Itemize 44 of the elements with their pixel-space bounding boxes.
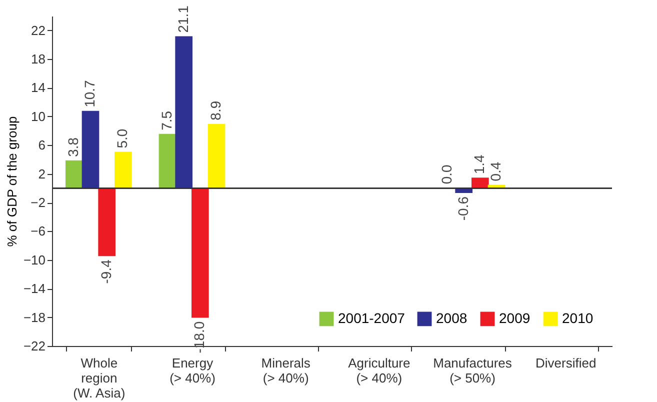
data-label: -18.0 [191,321,208,354]
x-tick-label: Minerals (> 40%) [261,356,311,386]
data-label: 10.7 [82,80,98,108]
y-tick-label: 6 [38,138,46,153]
legend-label: 2008 [436,310,468,326]
x-tick-label: Agriculture (> 40%) [348,356,410,386]
y-tick-label: −14 [23,281,46,296]
y-tick-label: −6 [30,224,46,239]
x-tick-label: Manufactures (> 50%) [433,356,512,386]
data-label: 7.5 [158,110,174,130]
bar [192,188,209,318]
y-tick-label: 10 [31,108,46,124]
y-axis-title: % of GDP of the group [4,116,20,247]
data-label: -0.6 [454,196,471,221]
legend-label: 2010 [562,310,594,326]
y-tick-label: 18 [31,52,46,67]
x-tick-label: Diversified [535,356,596,370]
bar [175,36,192,189]
y-tick-label: −2 [30,195,46,210]
bar [66,160,83,189]
y-tick-label: 14 [31,80,46,96]
bar [472,178,489,189]
data-label: 0.4 [488,162,504,182]
legend-label: 2001-2007 [338,310,406,326]
bar [98,188,116,256]
data-label: 3.8 [65,137,82,157]
y-tick-label: 2 [38,166,46,182]
x-tick-label: Whole region (W. Asia) [73,356,126,400]
bar [114,152,132,189]
y-tick-label: −22 [23,338,46,354]
bar [208,124,226,189]
y-tick-label: −18 [23,310,46,325]
data-label: 1.4 [471,154,488,174]
data-label: 5.0 [114,128,130,148]
data-label: 21.1 [174,5,191,33]
data-label: -9.4 [98,259,114,284]
x-tick-label: Energy (> 40%) [170,356,216,386]
data-label: 8.9 [208,100,224,120]
legend-label: 2009 [499,310,530,326]
y-tick-label: 22 [31,22,46,38]
bar [158,134,176,189]
data-label: 0.0 [438,164,454,184]
bar [82,110,100,189]
y-tick-label: −10 [23,252,46,268]
